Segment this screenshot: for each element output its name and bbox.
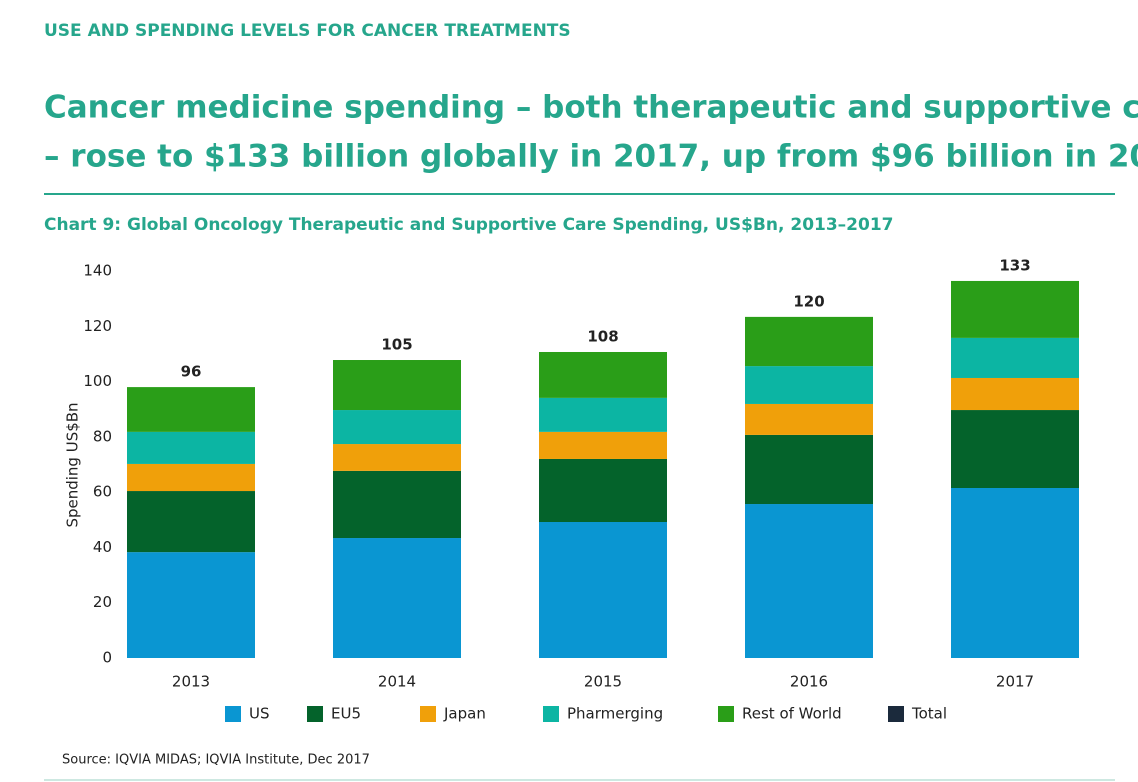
bar-segment bbox=[333, 410, 461, 445]
bar-segment bbox=[951, 280, 1079, 338]
legend-label: Total bbox=[911, 705, 947, 723]
bar-segment bbox=[333, 470, 461, 539]
bar-segment bbox=[127, 387, 255, 432]
bar-segment bbox=[127, 463, 255, 492]
total-label: 105 bbox=[381, 336, 412, 354]
bar-segment bbox=[539, 431, 667, 459]
legend-label: Pharmerging bbox=[567, 705, 663, 723]
bar-segment bbox=[333, 538, 461, 658]
bar-segment bbox=[333, 444, 461, 471]
legend-swatch bbox=[543, 706, 559, 722]
y-tick-label: 0 bbox=[102, 649, 112, 667]
legend-swatch bbox=[307, 706, 323, 722]
bar-segment bbox=[745, 403, 873, 435]
total-label: 108 bbox=[587, 327, 618, 345]
bar-segment bbox=[539, 351, 667, 398]
y-tick-label: 100 bbox=[83, 372, 112, 390]
header: USE AND SPENDING LEVELS FOR CANCER TREAT… bbox=[44, 21, 571, 41]
title-line: – rose to $133 billion globally in 2017,… bbox=[44, 139, 1138, 175]
bar-segment bbox=[951, 487, 1079, 658]
bar-segment bbox=[127, 431, 255, 464]
total-label: 133 bbox=[999, 256, 1030, 274]
legend-swatch bbox=[225, 706, 241, 722]
y-tick-label: 120 bbox=[83, 317, 112, 335]
y-tick-label: 80 bbox=[93, 427, 112, 445]
bar-segment bbox=[127, 552, 255, 658]
x-tick-label: 2014 bbox=[378, 673, 416, 691]
bar-segment bbox=[127, 491, 255, 553]
x-tick-label: 2015 bbox=[584, 673, 622, 691]
legend-label: US bbox=[249, 705, 270, 723]
legend-label: EU5 bbox=[331, 705, 361, 723]
bar-segment bbox=[745, 434, 873, 505]
y-axis-label: Spending US$Bn bbox=[64, 402, 82, 527]
bar-segment bbox=[745, 366, 873, 404]
bar-segment bbox=[951, 410, 1079, 488]
x-tick-label: 2017 bbox=[996, 673, 1034, 691]
bar-segment bbox=[539, 458, 667, 522]
x-tick-label: 2013 bbox=[172, 673, 210, 691]
bar-segment bbox=[951, 377, 1079, 411]
legend-swatch bbox=[718, 706, 734, 722]
bar-segment bbox=[539, 397, 667, 432]
y-tick-label: 40 bbox=[93, 538, 112, 556]
chart-title: Chart 9: Global Oncology Therapeutic and… bbox=[44, 215, 894, 235]
bar-segment bbox=[333, 360, 461, 411]
x-tick-label: 2016 bbox=[790, 673, 828, 691]
title-line: Cancer medicine spending – both therapeu… bbox=[44, 90, 1138, 126]
legend-swatch bbox=[888, 706, 904, 722]
source: Source: IQVIA MIDAS; IQVIA Institute, De… bbox=[62, 753, 370, 768]
legend-label: Japan bbox=[443, 705, 486, 723]
legend-label: Rest of World bbox=[742, 705, 842, 723]
y-tick-label: 20 bbox=[93, 593, 112, 611]
bar-segment bbox=[539, 521, 667, 658]
legend-swatch bbox=[420, 706, 436, 722]
bar-segment bbox=[745, 316, 873, 367]
bar-segment bbox=[745, 504, 873, 658]
bar-segment bbox=[951, 337, 1079, 378]
y-tick-label: 60 bbox=[93, 483, 112, 501]
total-label: 120 bbox=[793, 292, 824, 310]
y-tick-label: 140 bbox=[83, 262, 112, 280]
total-label: 96 bbox=[181, 363, 202, 381]
